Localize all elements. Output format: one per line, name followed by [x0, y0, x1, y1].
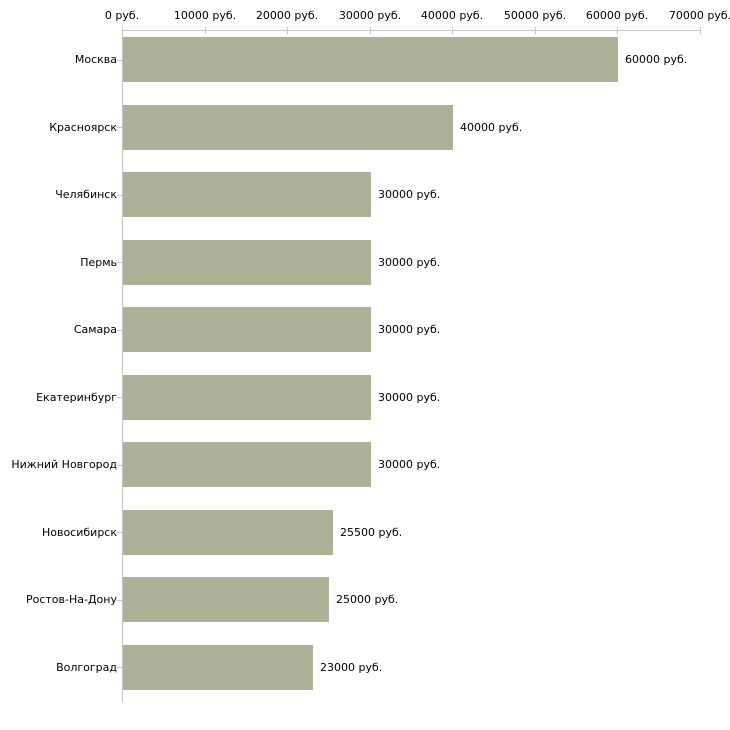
x-axis-tick [205, 27, 206, 34]
x-axis-tick [452, 27, 453, 34]
x-axis-tick-label: 10000 руб. [173, 9, 237, 22]
bar [123, 442, 371, 487]
category-label: Москва [74, 53, 117, 66]
category-tick [117, 262, 122, 263]
bar [123, 510, 333, 555]
category-tick [117, 532, 122, 533]
bar [123, 105, 453, 150]
x-axis-tick-label: 50000 руб. [503, 9, 567, 22]
category-label: Самара [73, 323, 117, 336]
value-label: 30000 руб. [378, 256, 441, 269]
x-axis-tick-label: 40000 руб. [420, 9, 484, 22]
category-tick [117, 600, 122, 601]
value-label: 40000 руб. [460, 121, 523, 134]
category-label: Волгоград [56, 661, 117, 674]
x-axis-tick-label: 20000 руб. [255, 9, 319, 22]
bar [123, 240, 371, 285]
category-label: Ростов-На-Дону [25, 593, 117, 606]
x-axis-tick-label: 30000 руб. [338, 9, 402, 22]
category-tick [117, 465, 122, 466]
value-label: 30000 руб. [378, 391, 441, 404]
bar [123, 172, 371, 217]
value-label: 60000 руб. [625, 53, 688, 66]
x-axis-tick-label: 60000 руб. [585, 9, 649, 22]
category-tick [117, 397, 122, 398]
x-axis-tick [700, 27, 701, 34]
value-label: 23000 руб. [320, 661, 383, 674]
x-axis-tick-label: 70000 руб. [668, 9, 730, 22]
value-label: 25500 руб. [340, 526, 403, 539]
x-axis-line [122, 30, 700, 31]
x-axis-tick [617, 27, 618, 34]
y-axis-line [122, 30, 123, 702]
bar [123, 577, 329, 622]
category-label: Красноярск [49, 121, 117, 134]
category-tick [117, 60, 122, 61]
category-label: Челябинск [55, 188, 117, 201]
category-tick [117, 127, 122, 128]
category-tick [117, 195, 122, 196]
category-label: Пермь [80, 256, 117, 269]
value-label: 30000 руб. [378, 458, 441, 471]
x-axis-tick [287, 27, 288, 34]
value-label: 30000 руб. [378, 188, 441, 201]
category-label: Нижний Новгород [11, 458, 117, 471]
category-tick [117, 330, 122, 331]
bar [123, 37, 618, 82]
category-label: Екатеринбург [36, 391, 117, 404]
x-axis-tick [370, 27, 371, 34]
x-axis-tick [535, 27, 536, 34]
bar [123, 375, 371, 420]
value-label: 30000 руб. [378, 323, 441, 336]
bar [123, 307, 371, 352]
category-label: Новосибирск [41, 526, 117, 539]
x-axis-tick-label: 0 руб. [104, 9, 140, 22]
category-tick [117, 667, 122, 668]
value-label: 25000 руб. [336, 593, 399, 606]
bar [123, 645, 313, 690]
